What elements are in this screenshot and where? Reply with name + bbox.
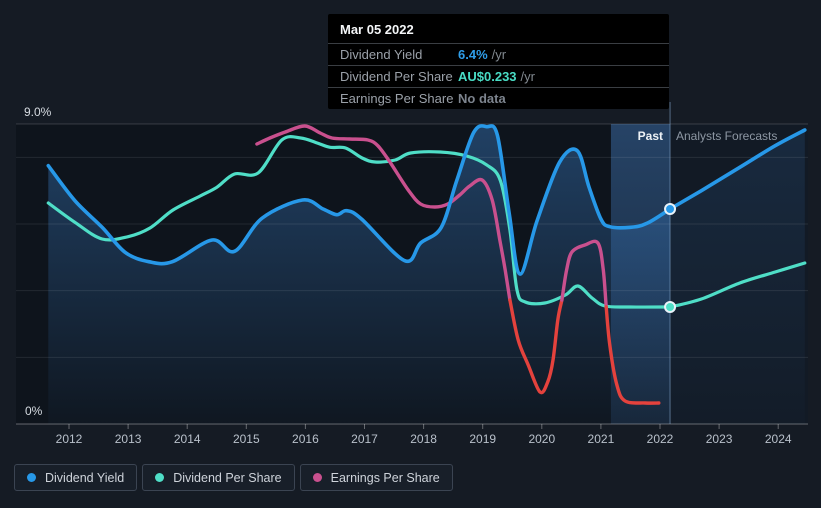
y-axis-label-max: 9.0% [24, 105, 52, 119]
legend-item-dividend-per-share[interactable]: Dividend Per Share [142, 464, 295, 491]
chart-legend: Dividend Yield Dividend Per Share Earnings… [14, 464, 453, 491]
legend-dot-icon [155, 473, 165, 482]
earnings-per-share-line-segment [604, 305, 661, 405]
tooltip-row-value: 6.4% [458, 47, 488, 62]
x-tick-label: 2018 [410, 432, 437, 446]
x-tick-label: 2023 [706, 432, 733, 446]
x-tick-label: 2014 [174, 432, 201, 446]
x-tick-label: 2022 [647, 432, 674, 446]
legend-item-earnings-per-share[interactable]: Earnings Per Share [299, 464, 453, 491]
legend-item-label: Earnings Per Share [330, 470, 440, 485]
tooltip-row: Dividend Per Share AU$0.233/yr [328, 65, 669, 87]
dividend-yield-area-past [48, 125, 671, 424]
tooltip-row-label: Dividend Yield [340, 47, 423, 62]
dividend-per-share-line-past [46, 135, 672, 309]
earnings-per-share-line-segment [255, 124, 512, 302]
dividend-yield-area-forecast [670, 130, 805, 424]
x-tick-label: 2013 [115, 432, 142, 446]
dividend-yield-line-forecast [668, 128, 807, 211]
dividend-per-share-marker-dot[interactable] [664, 301, 677, 313]
legend-item-label: Dividend Yield [45, 470, 125, 485]
legend-item-dividend-yield[interactable]: Dividend Yield [14, 464, 138, 491]
tooltip-date: Mar 05 2022 [340, 22, 414, 37]
tooltip-row-value: AU$0.233 [458, 69, 517, 84]
x-tick-label: 2016 [292, 432, 319, 446]
x-tick-label: 2015 [233, 432, 260, 446]
dividend-yield-marker-dot[interactable] [664, 203, 677, 215]
forecast-zone-label: Analysts Forecasts [676, 129, 778, 143]
x-tick-label: 2024 [765, 432, 792, 446]
tooltip-row-value: No data [458, 91, 506, 106]
earnings-per-share-line-segment [560, 239, 608, 309]
dividend-per-share-line-forecast [668, 261, 807, 309]
tooltip-rows: Dividend Yield 6.4%/yr Dividend Per Share A… [328, 43, 669, 109]
tooltip-row-unit: /yr [520, 69, 535, 84]
x-tick-label: 2017 [351, 432, 378, 446]
hover-tooltip: Mar 05 2022 Dividend Yield 6.4%/yr Dividen… [328, 14, 669, 109]
x-tick-label: 2021 [588, 432, 615, 446]
tooltip-row-label: Earnings Per Share [340, 91, 454, 106]
legend-dot-icon [27, 473, 36, 482]
x-tick-label: 2019 [469, 432, 496, 446]
tooltip-row: Earnings Per Share No data [328, 87, 669, 109]
legend-dot-icon [312, 473, 322, 482]
x-tick-label: 2020 [528, 432, 555, 446]
tooltip-row-unit: /yr [491, 47, 507, 62]
earnings-per-share-line-segment [508, 298, 564, 395]
y-axis-label-zero: 0% [25, 404, 43, 418]
tooltip-row: Dividend Yield 6.4%/yr [328, 43, 669, 65]
x-tick-label: 2012 [56, 432, 83, 446]
legend-item-label: Dividend Per Share [173, 470, 282, 485]
past-zone-label: Past [637, 129, 663, 143]
tooltip-row-label: Dividend Per Share [340, 69, 453, 84]
dividend-yield-line-past [46, 124, 672, 276]
